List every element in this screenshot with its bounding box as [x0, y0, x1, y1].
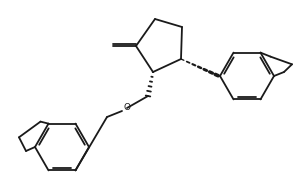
Text: O: O [123, 104, 131, 112]
